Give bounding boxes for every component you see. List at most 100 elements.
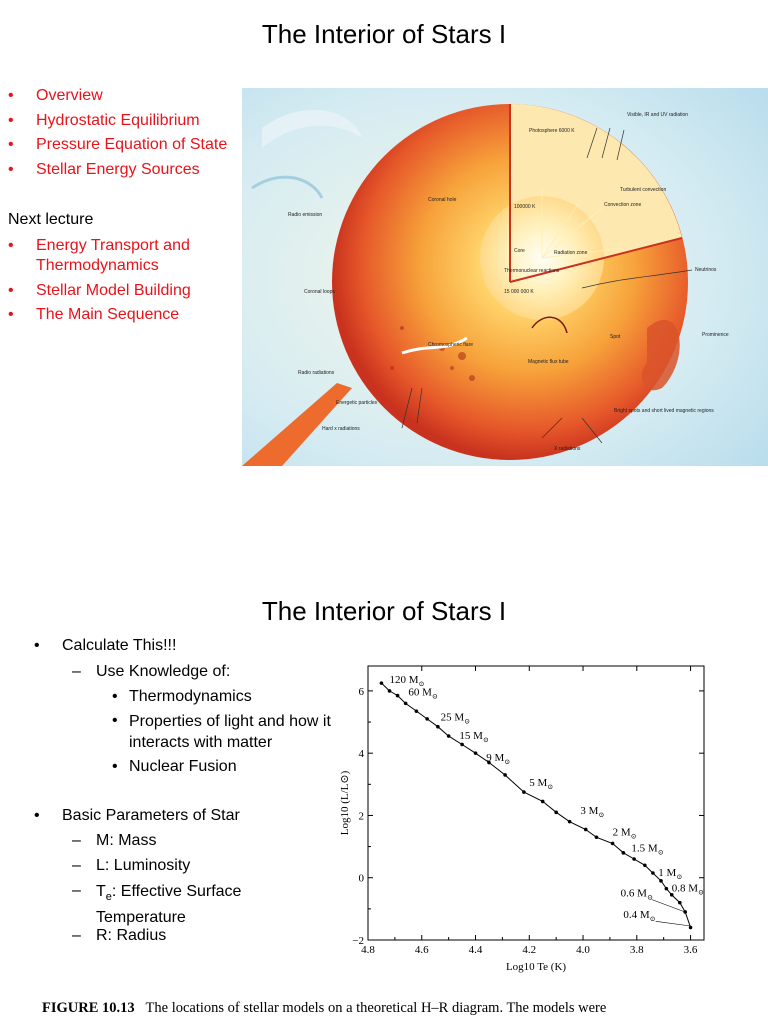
mass-label: 120 M⊙ (390, 674, 425, 688)
y-tick-label: 0 (359, 873, 365, 885)
calculate-label: Calculate This!!! (62, 637, 177, 654)
svg-text:Core: Core (514, 248, 525, 254)
data-point (554, 810, 558, 815)
y-tick-label: 6 (359, 686, 365, 698)
data-point (540, 799, 545, 804)
svg-text:Spot: Spot (610, 334, 621, 340)
data-point (522, 790, 526, 794)
data-point (678, 900, 682, 905)
svg-text:100000 K: 100000 K (514, 204, 536, 210)
x-tick-label: 4.2 (522, 944, 536, 956)
svg-text:Energetic particles: Energetic particles (336, 400, 378, 406)
hr-diagram-chart: 4.8 4.6 4.4 4.2 4.0 3.8 3.6 −2 0 2 4 6 120 M⊙ 60 M⊙ 25… (339, 662, 706, 978)
dash: – (72, 927, 81, 944)
mass-label: 5 M⊙ (529, 777, 553, 791)
param-radius: R: Radius (96, 927, 167, 944)
data-point (688, 925, 693, 930)
knowledge-item: Nuclear Fusion (129, 758, 237, 775)
data-point (683, 910, 687, 914)
data-point (643, 863, 647, 868)
data-point (414, 709, 419, 713)
data-point (632, 857, 636, 861)
svg-text:Photosphere 6000 K: Photosphere 6000 K (529, 128, 575, 134)
svg-text:Radio radiations: Radio radiations (298, 370, 335, 376)
data-point (583, 827, 588, 832)
x-tick-label: 4.6 (415, 944, 429, 956)
svg-text:X radiations: X radiations (554, 446, 581, 452)
data-point (610, 841, 615, 846)
svg-text:Radiation zone: Radiation zone (554, 250, 588, 256)
dash: – (72, 882, 81, 899)
data-point (446, 734, 451, 738)
x-tick-label: 4.8 (361, 944, 375, 956)
dash: – (72, 832, 81, 849)
data-point (436, 724, 440, 729)
y-tick-label: −2 (352, 935, 364, 947)
y-tick-label: 2 (359, 810, 365, 822)
knowledge-item: Properties of light and how it interacts… (129, 713, 331, 751)
data-point (460, 742, 464, 747)
caption-text: The locations of stellar models on a the… (145, 1000, 607, 1016)
leader-line (655, 921, 691, 927)
sun-cutaway-illustration: Visible, IR and UV radiation Photosphere… (242, 88, 768, 466)
data-point (473, 751, 478, 755)
svg-text:Chromospheric flare: Chromospheric flare (428, 342, 473, 348)
x-axis-label: Log10 Te (K) (506, 961, 566, 973)
mass-label: 25 M⊙ (441, 711, 471, 725)
mass-label: 0.6 M⊙ (621, 887, 653, 901)
bullet-dot: • (34, 807, 40, 824)
svg-text:15 000 000 K: 15 000 000 K (504, 289, 534, 295)
data-point (567, 819, 572, 824)
y-tick-label: 4 (359, 748, 365, 760)
list-item: • Pressure Equation of State (8, 136, 228, 154)
bullet-dot: • (112, 712, 118, 729)
bullet-dot: • (112, 758, 118, 775)
data-point (669, 893, 674, 897)
knowledge-item: Thermodynamics (129, 688, 252, 705)
bullet-dot: • (34, 637, 40, 654)
mass-label: 1 M⊙ (658, 867, 682, 881)
data-point (664, 886, 669, 891)
data-point (503, 773, 507, 777)
list-item: • Stellar Model Building (8, 281, 191, 299)
data-point (395, 693, 400, 698)
mass-label: 2 M⊙ (613, 827, 637, 841)
data-point (651, 871, 655, 875)
svg-text:Thermonuclear reactions: Thermonuclear reactions (504, 268, 560, 274)
svg-text:Bright spots and short lived m: Bright spots and short lived magnetic re… (614, 408, 714, 414)
data-point (594, 835, 599, 840)
svg-text:Prominence: Prominence (702, 332, 729, 338)
param-temperature: Te: Effective Surface Temperature (96, 883, 242, 926)
param-luminosity: L: Luminosity (96, 857, 191, 874)
data-point (387, 689, 392, 693)
slide1-title: The Interior of Stars I (261, 19, 507, 49)
dash: – (72, 663, 81, 680)
data-point (425, 717, 429, 721)
svg-text:Magnetic flux tube: Magnetic flux tube (528, 359, 569, 365)
list-item: • Energy Transport and Thermodynamics (8, 237, 190, 274)
mass-label: 0.4 M⊙ (623, 909, 655, 923)
next-topic-list: • Energy Transport and Thermodynamics • St… (8, 236, 236, 330)
slide1-topic-list: • Overview • Hydrostatic Equilibrium • Pres… (8, 86, 246, 184)
x-tick-label: 3.8 (630, 944, 644, 956)
mass-label: 15 M⊙ (459, 730, 489, 744)
param-mass: M: Mass (96, 832, 157, 849)
svg-text:Visible, IR and UV radiation: Visible, IR and UV radiation (627, 112, 688, 118)
svg-text:Turbulent convection: Turbulent convection (620, 187, 666, 193)
basic-parameters-label: Basic Parameters of Star (62, 807, 240, 824)
mass-label: 60 M⊙ (408, 687, 438, 701)
list-item: • Overview (8, 87, 103, 104)
figure-caption: FIGURE 10.13 The locations of stellar mo… (42, 1000, 762, 1017)
leader-line (651, 899, 686, 913)
svg-text:Convection zone: Convection zone (604, 202, 641, 208)
slide2-title: The Interior of Stars I (261, 596, 507, 626)
list-item: • Stellar Energy Sources (8, 160, 200, 178)
data-point (659, 879, 663, 883)
plot-frame (367, 665, 705, 941)
x-tick-label: 4.4 (469, 944, 483, 956)
svg-text:Hard x radiations: Hard x radiations (322, 426, 360, 432)
mass-label: 0.8 M⊙ (672, 883, 704, 897)
use-knowledge-label: Use Knowledge of: (96, 663, 231, 680)
data-point (379, 681, 384, 685)
list-item: • Hydrostatic Equilibrium (8, 111, 200, 129)
